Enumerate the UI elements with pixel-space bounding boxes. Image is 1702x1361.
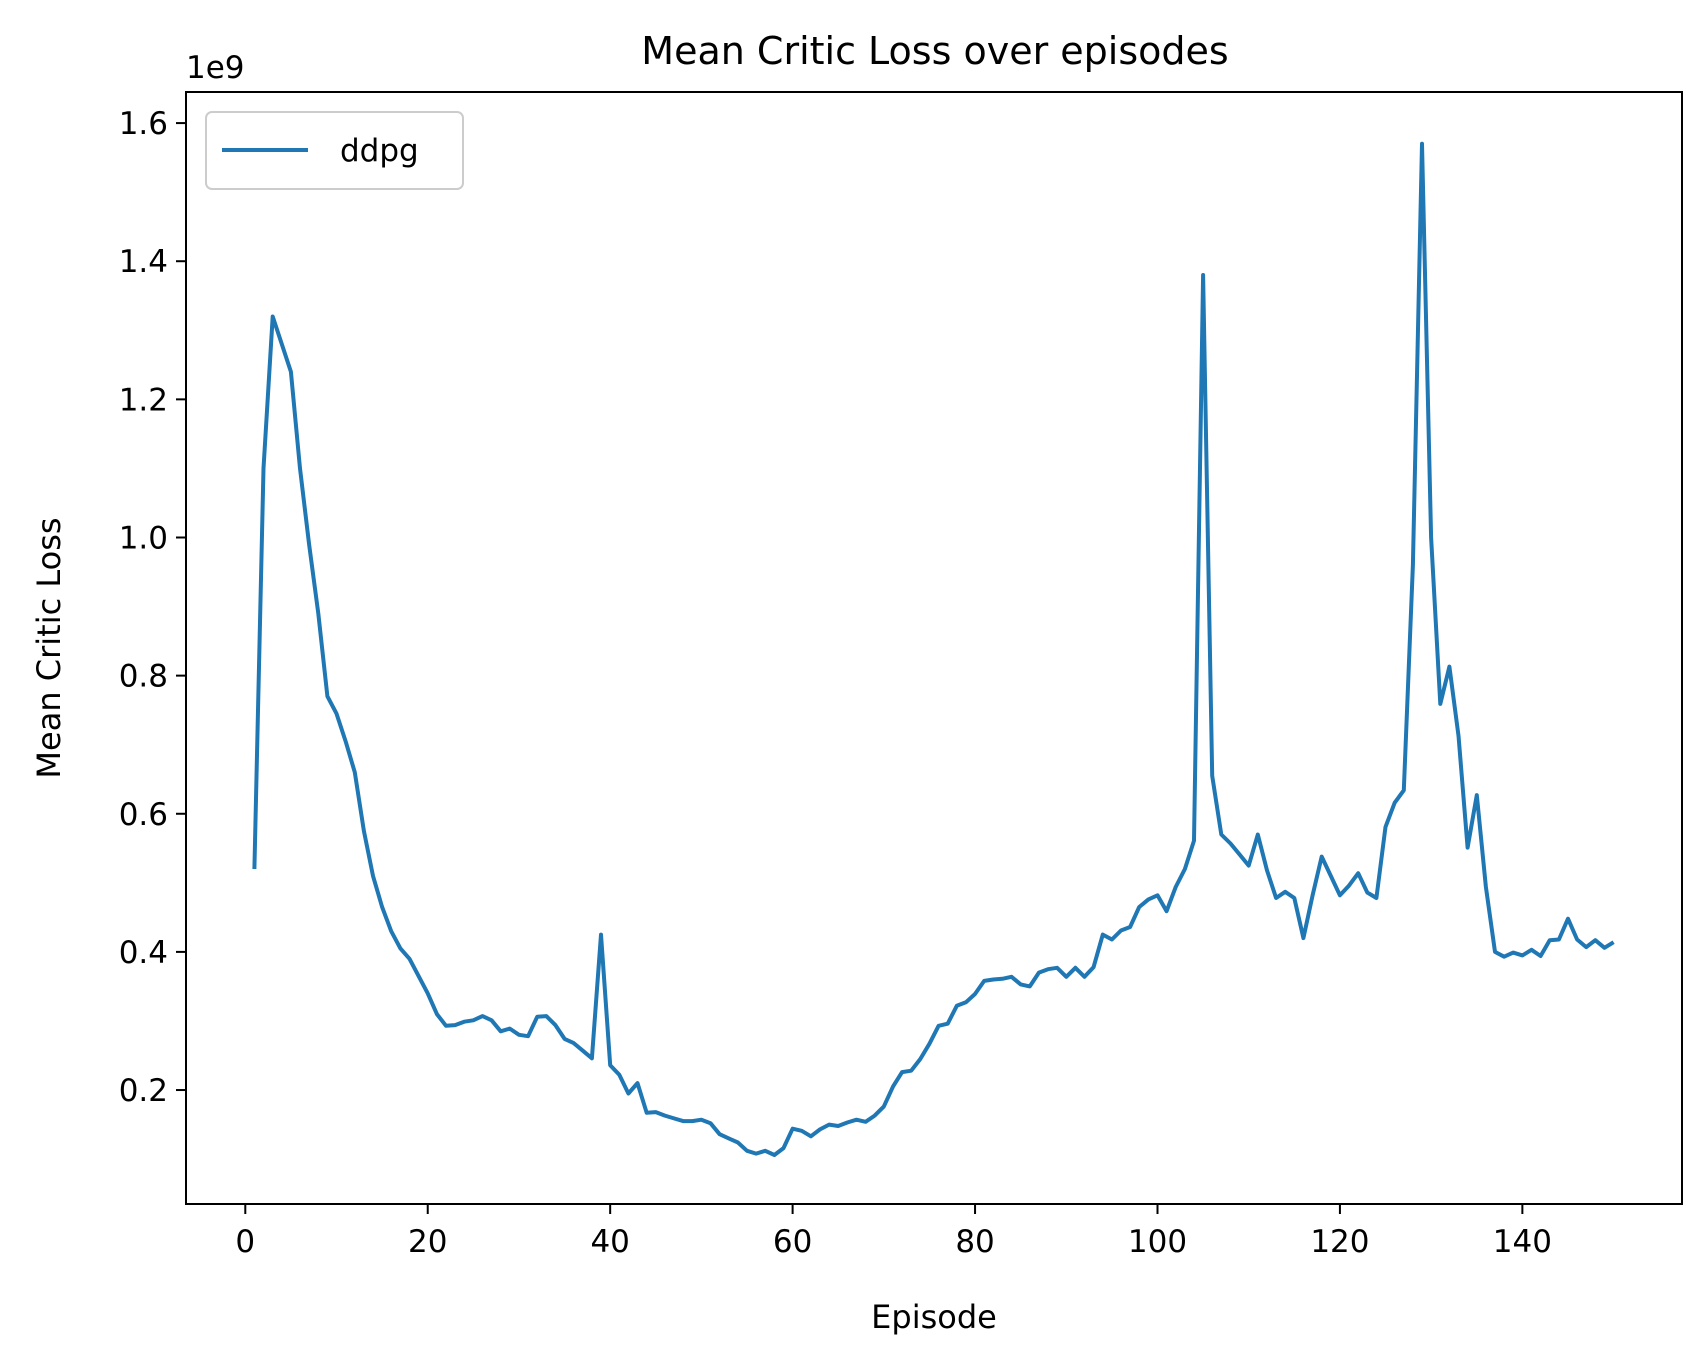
series-line-ddpg: [252, 141, 1615, 1157]
x-tick-label: 0: [235, 1224, 255, 1260]
x-tick-label: 80: [955, 1224, 994, 1260]
y-tick-label: 0.2: [119, 1073, 168, 1109]
y-axis-title: Mean Critic Loss: [30, 517, 68, 778]
plot-frame: [185, 91, 1683, 1205]
y-axis: 0.2 0.4 0.6 0.8 1.0 1.2 1.4 1.6: [119, 106, 186, 1109]
x-tick-label: 120: [1310, 1224, 1369, 1260]
x-tick-label: 140: [1493, 1224, 1552, 1260]
legend-box: [205, 111, 464, 190]
x-tick-label: 20: [408, 1224, 447, 1260]
x-tick-label: 40: [590, 1224, 629, 1260]
series-layer: [252, 141, 1615, 1157]
x-axis-title: Episode: [871, 1298, 997, 1336]
y-tick-label: 0.4: [119, 935, 168, 971]
y-tick-label: 1.6: [119, 106, 168, 142]
y-tick-label: 1.2: [119, 382, 168, 418]
y-tick-label: 1.0: [119, 520, 168, 556]
chart-title: Mean Critic Loss over episodes: [641, 29, 1228, 73]
y-tick-label: 0.6: [119, 797, 168, 833]
x-tick-label: 60: [773, 1224, 812, 1260]
y-axis-offset-label: 1e9: [186, 50, 245, 86]
y-tick-label: 1.4: [119, 244, 168, 280]
legend-label-ddpg: ddpg: [340, 133, 419, 169]
legend: ddpg: [205, 111, 464, 190]
x-tick-label: 100: [1128, 1224, 1187, 1260]
x-axis: 0 20 40 60 80 100 120 140: [235, 1204, 1552, 1260]
y-tick-label: 0.8: [119, 659, 168, 695]
